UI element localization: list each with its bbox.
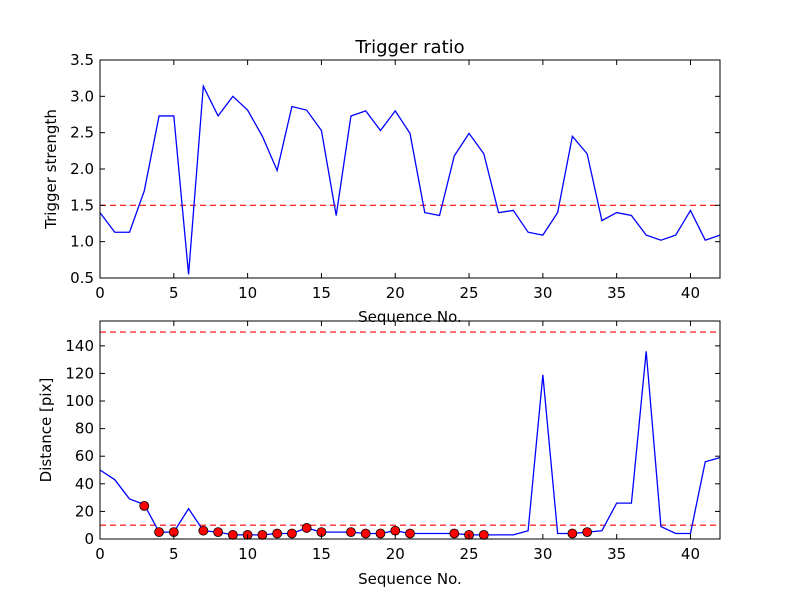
bottom-plot-area: 0 5 10 15 20 25 30 35 40 0 20 40 60 80 100 120 140	[65, 321, 721, 563]
top-y-tick-label: 2.0	[70, 160, 94, 178]
bottom-x-tick-label: 20	[386, 545, 405, 563]
bottom-y-tick-label: 140	[65, 337, 94, 355]
bottom-ylabel: Distance [pix]	[37, 378, 55, 483]
bottom-y-tick-label: 0	[84, 530, 94, 548]
bottom-data-marker	[478, 529, 489, 540]
bottom-y-tick-label: 60	[75, 447, 94, 465]
top-x-tick-label: 5	[169, 284, 179, 302]
bottom-x-tick-label: 0	[95, 545, 105, 563]
bottom-x-tick-label: 10	[238, 545, 257, 563]
bottom-x-tick-label: 30	[533, 545, 552, 563]
bottom-data-marker	[227, 529, 238, 540]
bottom-x-tick-label: 40	[681, 545, 700, 563]
top-plot-area: 0 5 10 15 20 25 30 35 40 0.5 1.0 1.5 2.0 2.5 3.0 3.5	[70, 51, 721, 302]
top-y-tick-label: 3.0	[70, 87, 94, 105]
bottom-data-marker	[198, 525, 209, 536]
bottom-data-marker	[360, 528, 371, 539]
bottom-data-marker	[449, 528, 460, 539]
top-y-tick-label: 2.5	[70, 124, 94, 142]
top-xlabel: Sequence No.	[358, 308, 462, 326]
bottom-y-tick-label: 100	[65, 392, 94, 410]
bottom-data-marker	[346, 527, 356, 538]
top-x-tick-label: 0	[95, 284, 105, 302]
bottom-x-tick-label: 15	[312, 545, 331, 563]
top-x-tick-label: 20	[386, 284, 405, 302]
bottom-y-tick-label: 40	[75, 475, 94, 493]
top-ylabel: Trigger strength	[42, 109, 60, 230]
bottom-data-marker	[301, 523, 312, 533]
bottom-data-marker	[257, 529, 268, 540]
bottom-y-tick-label: 20	[75, 502, 94, 520]
top-x-tick-label: 15	[312, 284, 331, 302]
bottom-data-marker	[390, 525, 401, 536]
bottom-y-tick-label: 120	[65, 364, 94, 382]
bottom-data-marker	[272, 528, 283, 539]
top-y-tick-label: 3.5	[70, 51, 94, 69]
bottom-data-marker	[154, 527, 164, 538]
bottom-axes-frame	[99, 320, 721, 540]
top-x-tick-label: 10	[238, 284, 257, 302]
top-y-tick-label: 0.5	[70, 269, 94, 287]
top-x-tick-label: 40	[681, 284, 700, 302]
bottom-x-tick-label: 5	[169, 545, 179, 563]
bottom-data-marker	[213, 527, 223, 538]
bottom-data-marker	[375, 528, 386, 539]
top-x-tick-label: 30	[533, 284, 552, 302]
bottom-x-tick-label: 25	[460, 545, 479, 563]
bottom-data-marker	[582, 527, 593, 538]
bottom-data-marker	[405, 528, 415, 539]
bottom-y-tick-label: 80	[75, 420, 94, 438]
top-axes-frame	[99, 59, 721, 279]
bottom-panel: 0 5 10 15 20 25 30 35 40 0 20 40 60 80 100 120 140 Seque…	[37, 320, 721, 588]
bottom-x-tick-label: 35	[607, 545, 626, 563]
bottom-data-marker	[567, 528, 578, 539]
top-y-tick-label: 1.0	[70, 233, 94, 251]
top-series-line-0	[99, 83, 721, 275]
top-title: Trigger ratio	[354, 37, 464, 58]
bottom-data-marker	[287, 528, 297, 539]
top-x-tick-label: 35	[607, 284, 626, 302]
bottom-data-marker	[139, 500, 150, 511]
bottom-xlabel: Sequence No.	[358, 570, 462, 588]
top-y-tick-label: 1.5	[70, 196, 94, 214]
top-x-tick-label: 25	[460, 284, 479, 302]
